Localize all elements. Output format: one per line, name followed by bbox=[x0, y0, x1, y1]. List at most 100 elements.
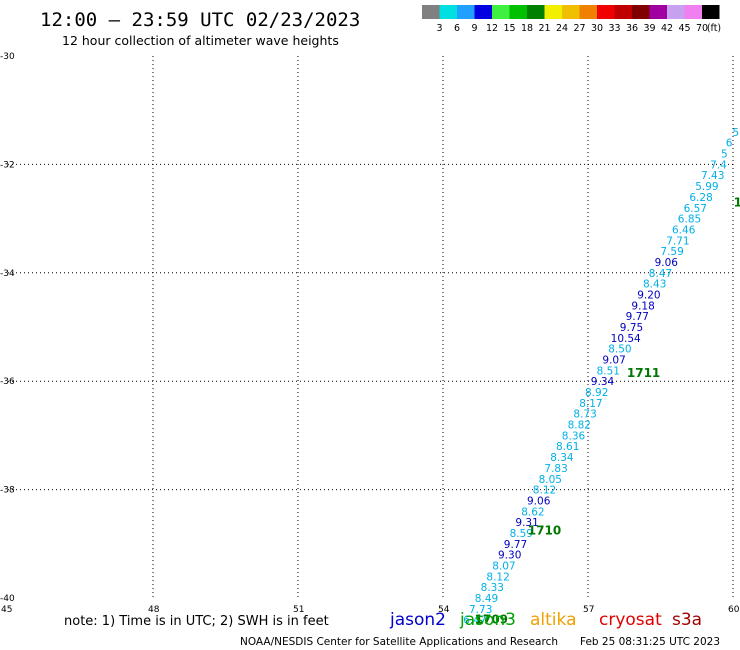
wave-height-label: 7.71 bbox=[666, 235, 689, 247]
x-tick-label: 51 bbox=[293, 605, 304, 615]
wave-height-label: 8.92 bbox=[585, 387, 608, 399]
grid-lines bbox=[8, 56, 734, 598]
legend-label: 33 bbox=[608, 23, 620, 34]
y-axis-ticks: -30 -32 -34 -36 -38 -40 bbox=[0, 52, 15, 604]
color-legend: 3 6 9 12 15 18 21 24 27 30 33 36 39 42 45 70(ft) bbox=[422, 5, 721, 34]
x-tick-label: 57 bbox=[583, 605, 594, 615]
wave-height-label: 8.43 bbox=[643, 279, 666, 291]
footer-timestamp: Feb 25 08:31:25 UTC 2023 bbox=[580, 636, 720, 648]
y-tick-label: -38 bbox=[0, 486, 15, 496]
x-tick-label: 60 bbox=[728, 605, 740, 615]
x-axis-ticks: 45 48 51 54 57 60 bbox=[1, 605, 740, 615]
satellite-name: s3a bbox=[672, 610, 702, 630]
wave-height-label: 8.82 bbox=[568, 420, 591, 432]
wave-height-label: 7.4 bbox=[710, 159, 727, 171]
wave-height-label: 5 bbox=[721, 149, 728, 161]
x-tick-label: 45 bbox=[1, 605, 12, 615]
pass-time-label: 1709 bbox=[475, 613, 508, 627]
wave-height-label: 9.30 bbox=[498, 550, 521, 562]
legend-swatch bbox=[439, 5, 457, 19]
legend-label: 30 bbox=[591, 23, 603, 34]
wave-height-label: 9.06 bbox=[655, 257, 679, 269]
legend-label: 9 bbox=[471, 23, 477, 34]
legend-label: 42 bbox=[661, 23, 673, 34]
wave-height-label: 8.12 bbox=[533, 485, 556, 497]
legend-label: 12 bbox=[486, 23, 498, 34]
legend-label: (ft) bbox=[707, 23, 721, 34]
wave-height-label: 8.49 bbox=[475, 593, 498, 605]
legend-swatch bbox=[457, 5, 475, 19]
legend-swatch bbox=[667, 5, 685, 19]
satellite-name: jason2 bbox=[389, 610, 446, 630]
legend-swatch bbox=[632, 5, 650, 19]
legend-swatch bbox=[562, 5, 580, 19]
x-tick-label: 54 bbox=[438, 605, 450, 615]
wave-height-label: 9.75 bbox=[620, 322, 643, 334]
legend-label: 70 bbox=[696, 23, 708, 34]
legend-label: 3 bbox=[436, 23, 442, 34]
legend-swatch bbox=[422, 5, 440, 19]
satellite-legend: jason2 jason3 altika cryosat s3a bbox=[389, 610, 702, 630]
wave-height-label: 6.85 bbox=[678, 214, 701, 226]
legend-swatch bbox=[684, 5, 702, 19]
pass-time-label: 1711 bbox=[627, 366, 660, 380]
wave-height-label: 7.59 bbox=[660, 246, 683, 258]
wave-height-label: 8.07 bbox=[492, 560, 515, 572]
wave-height-label: 9.77 bbox=[626, 311, 649, 323]
wave-height-label: 8.61 bbox=[556, 441, 579, 453]
wave-height-label: 5.99 bbox=[695, 181, 718, 193]
satellite-name: cryosat bbox=[599, 610, 662, 630]
legend-label: 27 bbox=[573, 23, 585, 34]
x-tick-label: 48 bbox=[148, 605, 160, 615]
wave-height-label: 6 bbox=[726, 138, 733, 150]
wave-height-label: 8.17 bbox=[579, 398, 602, 410]
wave-height-label: 8.12 bbox=[486, 571, 509, 583]
y-tick-label: -40 bbox=[0, 594, 15, 604]
wave-height-label: 7.73 bbox=[469, 604, 492, 616]
wave-height-label: 6.57 bbox=[684, 203, 707, 215]
legend-label: 36 bbox=[626, 23, 638, 34]
legend-swatch bbox=[474, 5, 492, 19]
legend-label: 21 bbox=[538, 23, 550, 34]
legend-swatch bbox=[579, 5, 597, 19]
legend-swatch bbox=[509, 5, 527, 19]
wave-height-label: 6.28 bbox=[689, 192, 712, 204]
legend-swatch bbox=[702, 5, 720, 19]
wave-height-label: 8.50 bbox=[608, 344, 631, 356]
y-tick-label: -34 bbox=[0, 269, 15, 279]
y-tick-label: -32 bbox=[0, 160, 15, 170]
wave-height-label: 9.18 bbox=[631, 300, 654, 312]
wave-height-label: 10.54 bbox=[611, 333, 641, 345]
satellite-name: altika bbox=[530, 610, 577, 630]
wave-height-label: 9.06 bbox=[527, 495, 551, 507]
time-labels: 1711 1710 1709 1 bbox=[475, 195, 740, 626]
legend-swatch bbox=[492, 5, 510, 19]
chart-subtitle: 12 hour collection of altimeter wave hei… bbox=[62, 33, 339, 48]
wave-height-label: 8.47 bbox=[649, 268, 672, 280]
pass-time-label: 1710 bbox=[528, 523, 561, 537]
legend-label: 45 bbox=[678, 23, 690, 34]
wave-height-label: 7.43 bbox=[701, 170, 724, 182]
legend-swatch bbox=[527, 5, 545, 19]
legend-swatch bbox=[614, 5, 632, 19]
wave-height-label: 8.36 bbox=[562, 430, 586, 442]
y-tick-label: -30 bbox=[0, 52, 15, 62]
wave-height-label: 6.46 bbox=[672, 224, 696, 236]
wave-height-label: 9.07 bbox=[602, 355, 625, 367]
wave-height-label: 8.05 bbox=[539, 474, 562, 486]
wave-height-label: 8.62 bbox=[521, 506, 544, 518]
legend-label: 6 bbox=[454, 23, 460, 34]
wave-height-label: 8.73 bbox=[573, 409, 596, 421]
footer-org: NOAA/NESDIS Center for Satellite Applica… bbox=[240, 636, 558, 648]
wave-height-label: 8.33 bbox=[481, 582, 504, 594]
legend-swatch bbox=[649, 5, 667, 19]
legend-label: 24 bbox=[556, 23, 568, 34]
wave-height-label: 9.31 bbox=[515, 517, 538, 529]
wave-height-label: 7.83 bbox=[544, 463, 567, 475]
wave-height-label: 9.77 bbox=[504, 539, 527, 551]
wave-height-label: 8.51 bbox=[597, 365, 620, 377]
wave-height-label: 9.20 bbox=[637, 289, 660, 301]
legend-label: 39 bbox=[643, 23, 655, 34]
wave-height-label: 8.59 bbox=[510, 528, 533, 540]
